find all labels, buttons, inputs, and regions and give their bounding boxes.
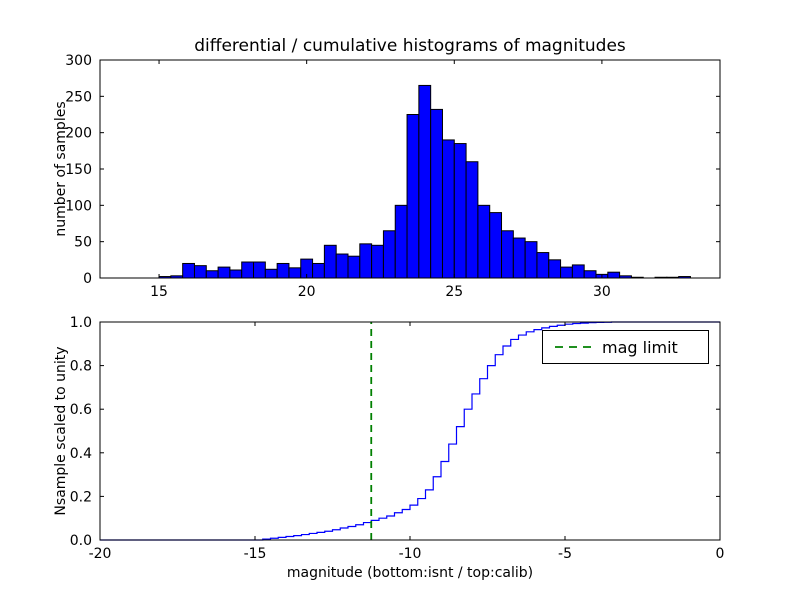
histogram-bar bbox=[477, 204, 491, 279]
histogram-bar bbox=[264, 268, 278, 279]
x-tick-label: 30 bbox=[593, 284, 611, 300]
histogram-bar bbox=[465, 161, 479, 279]
y-tick-label: 150 bbox=[65, 162, 92, 178]
y-tick-label: 50 bbox=[74, 235, 92, 251]
histogram-bar bbox=[548, 259, 562, 279]
histogram-bar bbox=[406, 114, 420, 279]
histogram-bar bbox=[229, 269, 243, 279]
x-tick-label: -5 bbox=[558, 546, 572, 562]
histogram-bar bbox=[193, 265, 207, 279]
histogram-bar bbox=[217, 266, 231, 279]
histogram-bar bbox=[288, 267, 302, 279]
x-axis-label: magnitude (bottom:isnt / top:calib) bbox=[286, 565, 534, 581]
histogram-bar bbox=[241, 261, 255, 279]
histogram-bar bbox=[359, 243, 373, 279]
x-tick-label: -20 bbox=[89, 546, 112, 562]
legend-label: mag limit bbox=[602, 337, 678, 357]
histogram-bar bbox=[371, 244, 384, 279]
histogram-bar bbox=[182, 262, 195, 279]
y-tick-label: 1.0 bbox=[70, 315, 92, 331]
y-tick-label: 200 bbox=[65, 126, 92, 142]
histogram-bar bbox=[453, 143, 467, 279]
y-tick-label: 100 bbox=[65, 198, 92, 214]
y-tick-label: 0 bbox=[83, 271, 92, 287]
x-tick-label: 0 bbox=[716, 546, 725, 562]
histogram-bar bbox=[335, 253, 349, 279]
y-tick-label: 250 bbox=[65, 89, 92, 105]
histogram-bar bbox=[253, 261, 266, 279]
x-tick-label: 20 bbox=[298, 284, 316, 300]
histogram-bar bbox=[560, 266, 573, 279]
histogram-bar bbox=[607, 271, 621, 279]
histogram-bar bbox=[489, 212, 503, 279]
histogram-bar bbox=[382, 230, 396, 279]
x-tick-label: -10 bbox=[399, 546, 422, 562]
histogram-bar bbox=[536, 252, 550, 279]
histogram-bar bbox=[571, 264, 585, 279]
histogram-bar bbox=[323, 244, 337, 279]
dashed-line-icon bbox=[555, 346, 591, 348]
histogram-bar bbox=[312, 262, 325, 279]
y-tick-label: 300 bbox=[65, 53, 92, 69]
histogram-bar bbox=[347, 255, 361, 279]
x-tick-label: 25 bbox=[445, 284, 463, 300]
bottom-y-axis-label: Nsample scaled to unity bbox=[53, 346, 69, 516]
histogram-bar bbox=[512, 237, 526, 279]
histogram-bar bbox=[524, 241, 538, 279]
histogram-bar bbox=[418, 84, 432, 279]
y-tick-label: 0.6 bbox=[70, 402, 92, 418]
histogram-bar bbox=[501, 230, 514, 279]
legend: mag limit bbox=[542, 330, 709, 364]
histogram-bar bbox=[583, 270, 597, 279]
histogram-bar bbox=[394, 204, 408, 279]
cumulative-step-line bbox=[100, 321, 720, 541]
y-tick-label: 0.8 bbox=[70, 359, 92, 375]
y-tick-label: 0.2 bbox=[70, 489, 92, 505]
x-tick-label: -15 bbox=[244, 546, 267, 562]
top-y-axis-label: number of samples bbox=[53, 101, 69, 237]
histogram-bar bbox=[205, 270, 219, 279]
histogram-bar bbox=[441, 139, 455, 279]
histogram-bar bbox=[276, 262, 290, 279]
x-tick-label: 15 bbox=[150, 284, 168, 300]
y-tick-label: 0.4 bbox=[70, 446, 92, 462]
histogram-bar bbox=[430, 108, 443, 279]
figure-title: differential / cumulative histograms of … bbox=[194, 36, 626, 56]
y-tick-label: 0.0 bbox=[70, 533, 92, 549]
